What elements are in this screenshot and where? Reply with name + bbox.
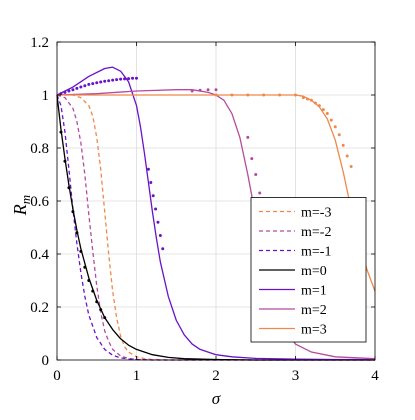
data-point <box>341 143 345 147</box>
x-tick-label: 3 <box>292 368 300 384</box>
legend-label: m=0 <box>301 264 327 279</box>
legend: m=-3 m=-2 m=-1 m=0 m=1 m=2 m=3 <box>250 197 367 343</box>
data-point <box>305 97 309 101</box>
y-tick-label: 0.2 <box>30 300 49 316</box>
data-point <box>301 96 305 100</box>
data-point <box>151 194 155 198</box>
data-point <box>115 78 119 82</box>
data-point <box>103 79 107 83</box>
data-point <box>83 84 87 88</box>
data-point <box>206 88 210 92</box>
data-point <box>214 93 218 97</box>
data-point <box>59 130 63 134</box>
data-point <box>99 308 103 312</box>
data-point <box>313 101 317 105</box>
data-point <box>111 78 115 82</box>
data-point <box>75 231 79 235</box>
data-point <box>254 173 258 176</box>
series-line-m=1 <box>56 66 375 361</box>
data-point <box>91 82 95 86</box>
y-tick-label: 1.2 <box>30 35 49 51</box>
data-point <box>333 125 337 129</box>
y-axis-label: Rm <box>10 195 33 216</box>
svg-text:Rm: Rm <box>10 195 33 216</box>
data-point <box>59 92 63 96</box>
data-point <box>79 249 83 253</box>
data-point <box>71 88 75 92</box>
legend-label: m=2 <box>301 303 327 318</box>
data-point <box>87 279 91 282</box>
data-point <box>345 154 349 158</box>
x-tick-label: 0 <box>53 368 61 384</box>
data-point <box>329 118 333 122</box>
data-point <box>123 77 127 81</box>
data-point <box>317 104 321 108</box>
axis-ticks: 0 1 2 3 4 0 0.2 0.4 0.6 0.8 1 1.2 <box>30 35 379 384</box>
y-tick-label: 0.6 <box>30 194 49 210</box>
data-point <box>198 88 202 92</box>
data-point <box>119 77 123 81</box>
data-point <box>278 93 282 97</box>
legend-label: m=1 <box>301 284 327 299</box>
data-point <box>103 316 107 320</box>
data-point <box>146 167 150 171</box>
data-point <box>250 157 254 161</box>
data-point <box>135 76 138 80</box>
data-point <box>262 93 266 97</box>
legend-label: m=-1 <box>301 245 331 260</box>
data-point <box>127 77 131 81</box>
data-point <box>95 81 99 85</box>
y-tick-label: 0.4 <box>30 247 49 263</box>
data-point <box>87 82 91 86</box>
x-axis-label: σ <box>212 389 221 408</box>
data-point <box>337 133 341 137</box>
dotted-points-layer <box>59 76 353 320</box>
data-point <box>131 76 135 80</box>
data-point <box>349 165 353 169</box>
data-point <box>246 93 250 97</box>
data-point <box>79 85 83 89</box>
y-axis-label-subscript: m <box>18 195 33 204</box>
data-point <box>294 93 297 97</box>
data-point <box>95 300 99 304</box>
legend-label: m=3 <box>301 323 327 338</box>
data-point <box>230 93 234 97</box>
legend-label: m=-3 <box>301 206 331 221</box>
data-point <box>309 98 313 102</box>
data-point <box>75 86 79 90</box>
series-line-m=-3 <box>57 94 375 361</box>
x-tick-label: 2 <box>212 368 220 384</box>
data-point <box>99 80 103 84</box>
data-point <box>321 108 325 112</box>
data-point <box>154 207 158 211</box>
data-point <box>71 210 75 214</box>
data-point <box>67 89 71 93</box>
data-point <box>214 88 218 92</box>
data-point <box>161 247 165 251</box>
y-axis-label-base: R <box>10 204 30 216</box>
data-point <box>67 186 71 190</box>
data-point <box>190 89 194 93</box>
y-tick-label: 0 <box>42 353 50 369</box>
data-point <box>156 220 160 224</box>
data-point <box>325 112 329 116</box>
y-tick-label: 0.8 <box>30 141 49 157</box>
data-point <box>158 233 162 237</box>
data-point <box>149 180 153 184</box>
y-tick-label: 1 <box>42 88 50 104</box>
data-point <box>63 159 67 163</box>
legend-label: m=-2 <box>301 225 331 240</box>
data-point <box>63 90 67 94</box>
data-point <box>258 191 262 195</box>
data-point <box>107 79 111 83</box>
data-point <box>246 135 250 139</box>
x-tick-label: 1 <box>133 368 141 384</box>
data-point <box>91 289 95 293</box>
data-point <box>83 265 87 269</box>
x-tick-label: 4 <box>371 368 379 384</box>
